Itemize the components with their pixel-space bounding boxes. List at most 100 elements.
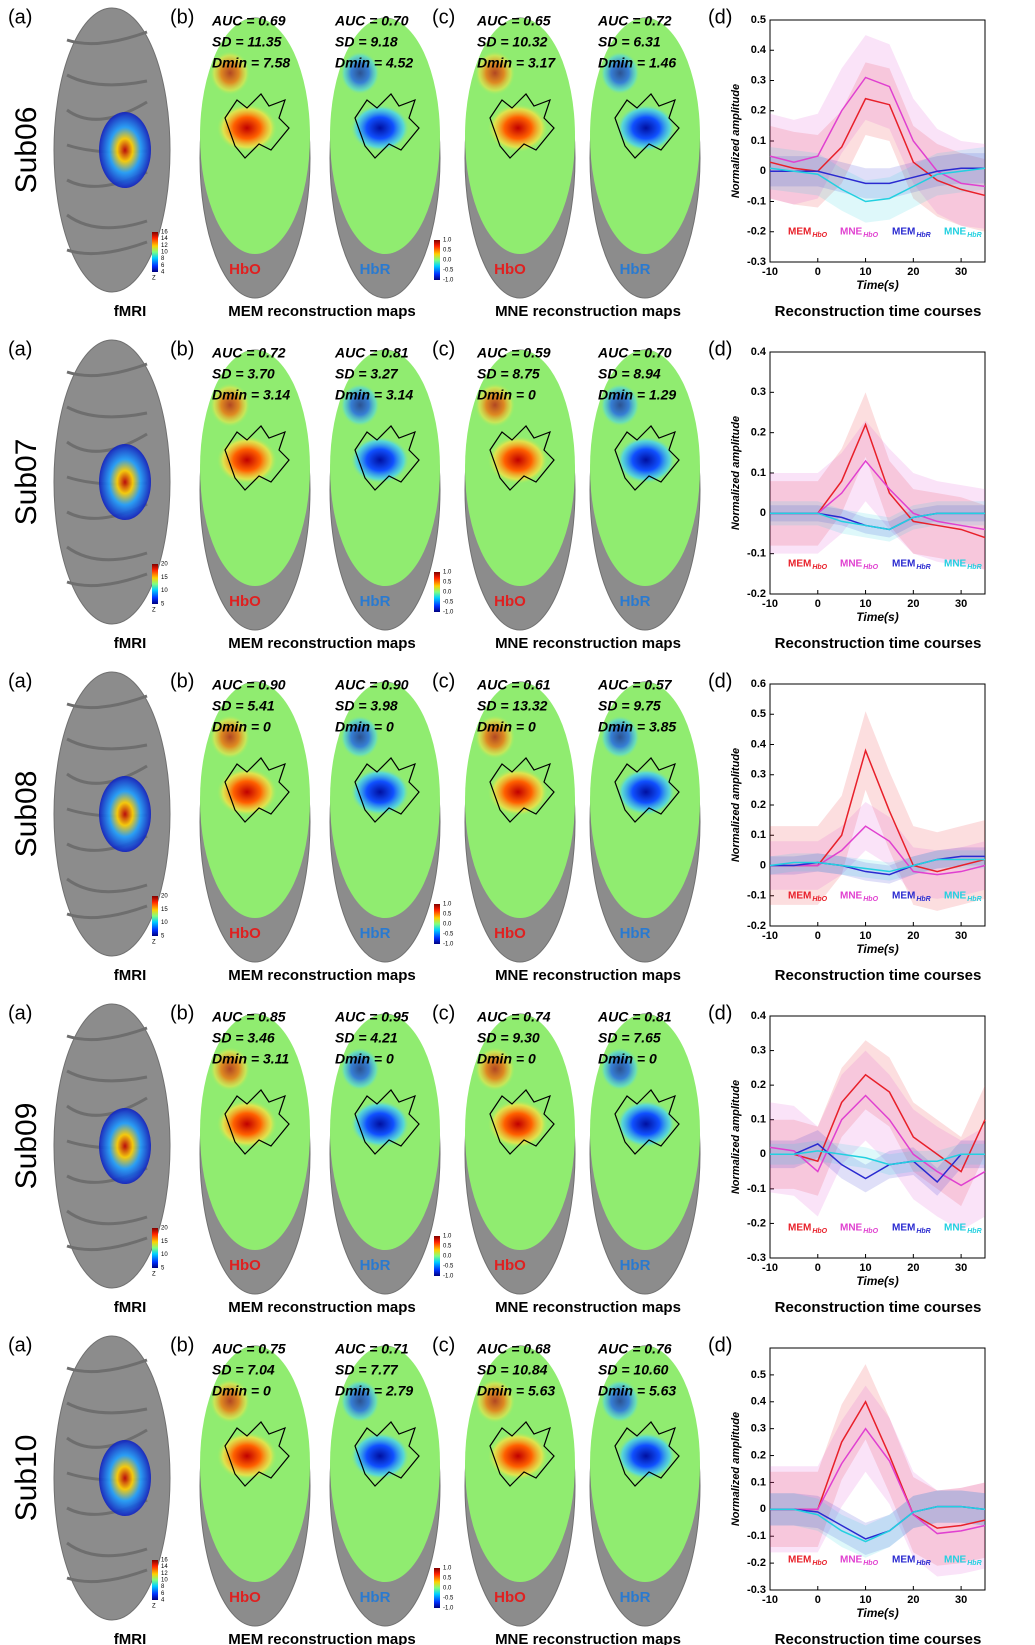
roi-outline [354, 1421, 420, 1487]
map-statistic: AUC = 0.65 [476, 13, 551, 29]
y-tick-label: -0.1 [747, 548, 766, 560]
panel-label: (a) [8, 6, 32, 28]
panel-label: (c) [432, 338, 455, 360]
y-tick-label: 0.1 [751, 135, 766, 147]
map-statistic: Dmin = 3.14 [335, 387, 413, 403]
panel-label: (b) [170, 670, 194, 692]
colorbar-tick-label: 1.0 [443, 1234, 452, 1240]
map-statistic: SD = 10.32 [477, 34, 548, 50]
y-tick-label: 0 [760, 507, 766, 519]
legend-subscript: HbO [812, 1228, 827, 1235]
y-tick-label: -0.2 [747, 1217, 766, 1229]
activation-blob [340, 715, 380, 759]
sulcus [66, 362, 148, 378]
x-tick-label: 10 [859, 598, 871, 610]
x-tick-label: 0 [815, 930, 821, 942]
legend-label: MNE [840, 559, 863, 570]
series-line [770, 1150, 985, 1166]
y-tick-label: -0.3 [747, 1584, 766, 1596]
activation-blob [340, 1047, 380, 1091]
y-tick-label: 0.3 [751, 74, 766, 86]
caption: MNE reconstruction maps [495, 635, 681, 652]
legend-subscript: HbO [863, 564, 878, 571]
y-tick-label: 0.3 [751, 769, 766, 781]
y-tick-label: -0.2 [747, 588, 766, 600]
activation-blob [600, 51, 640, 95]
series-line [769, 1094, 986, 1187]
map-statistic: AUC = 0.90 [211, 677, 286, 693]
map-statistic: AUC = 0.61 [476, 677, 551, 693]
y-tick-label: -0.1 [747, 1530, 766, 1542]
map-statistic: SD = 13.32 [477, 698, 548, 714]
legend-subscript: HbR [967, 564, 981, 571]
y-tick-label: 0.6 [751, 678, 766, 690]
panel-label: (b) [170, 1002, 194, 1024]
caption: MNE reconstruction maps [495, 1299, 681, 1316]
y-tick-label: 0 [760, 1148, 766, 1160]
sulcus [66, 30, 148, 46]
y-axis-label: Normalized amplitude [730, 1080, 742, 1194]
map-statistic: SD = 3.46 [212, 1030, 275, 1046]
series-line [769, 97, 986, 197]
colorbar-tick-label: -1.0 [443, 1606, 454, 1612]
x-tick-label: 30 [955, 1594, 967, 1606]
activation-blob [475, 383, 515, 427]
subject-label: Sub07 [10, 439, 43, 526]
colorbar [152, 896, 158, 936]
colorbar-tick-label: 1.0 [443, 902, 452, 908]
subject-label: Sub09 [10, 1103, 43, 1190]
legend-label: MNE [840, 1223, 863, 1234]
colorbar-tick-label: -1.0 [443, 942, 454, 948]
map-statistic: AUC = 0.85 [211, 1009, 286, 1025]
sulcus [66, 1236, 148, 1252]
roi-outline [614, 757, 680, 823]
panel-label: (d) [708, 670, 732, 692]
map-statistic: SD = 6.31 [598, 34, 661, 50]
legend-label: MEM [892, 1223, 915, 1234]
sulcus [66, 694, 148, 710]
legend-subscript: HbO [812, 564, 827, 571]
caption: MEM reconstruction maps [228, 303, 416, 320]
legend-subscript: HbR [967, 1228, 981, 1235]
activation-blob [616, 436, 676, 484]
map-statistic: AUC = 0.70 [597, 345, 672, 361]
legend-label: MEM [788, 891, 811, 902]
colorbar [152, 232, 158, 272]
caption: fMRI [114, 1631, 147, 1645]
panel-label: (c) [432, 1002, 455, 1024]
activation-blob [616, 104, 676, 152]
colorbar-tick-label: 0.0 [443, 922, 452, 928]
x-tick-label: 20 [907, 598, 919, 610]
activation-blob [217, 1100, 277, 1148]
map-statistic: Dmin = 4.52 [335, 55, 413, 71]
chromophore-label: HbO [229, 261, 261, 278]
x-tick-label: 0 [815, 266, 821, 278]
caption: Reconstruction time courses [775, 1631, 982, 1645]
caption: Reconstruction time courses [775, 1299, 982, 1316]
y-tick-label: -0.1 [747, 195, 766, 207]
error-band [770, 1040, 985, 1207]
panel-label: (c) [432, 6, 455, 28]
map-statistic: AUC = 0.74 [476, 1009, 551, 1025]
activation-blob [616, 768, 676, 816]
panel-label: (a) [8, 338, 32, 360]
colorbar-tick-label: 4 [161, 1598, 165, 1604]
activation-blob [350, 1432, 410, 1480]
colorbar-tick-label: 0.5 [443, 248, 452, 254]
roi-outline [354, 757, 420, 823]
fmri-activation [99, 1440, 151, 1516]
sulcus [66, 1568, 148, 1584]
subject-label: Sub10 [10, 1435, 43, 1522]
map-statistic: SD = 11.35 [212, 34, 282, 50]
map-statistic: AUC = 0.72 [597, 13, 672, 29]
y-tick-label: 0 [760, 859, 766, 871]
caption: MEM reconstruction maps [228, 1299, 416, 1316]
activation-blob [210, 1379, 250, 1423]
map-statistic: SD = 4.21 [335, 1030, 398, 1046]
chromophore-label: HbO [494, 925, 526, 942]
sulcus [66, 764, 148, 785]
roi-outline [354, 93, 420, 159]
y-tick-label: -0.2 [747, 920, 766, 932]
roi-outline [224, 425, 290, 491]
colorbar-tick-label: 10 [161, 250, 168, 256]
